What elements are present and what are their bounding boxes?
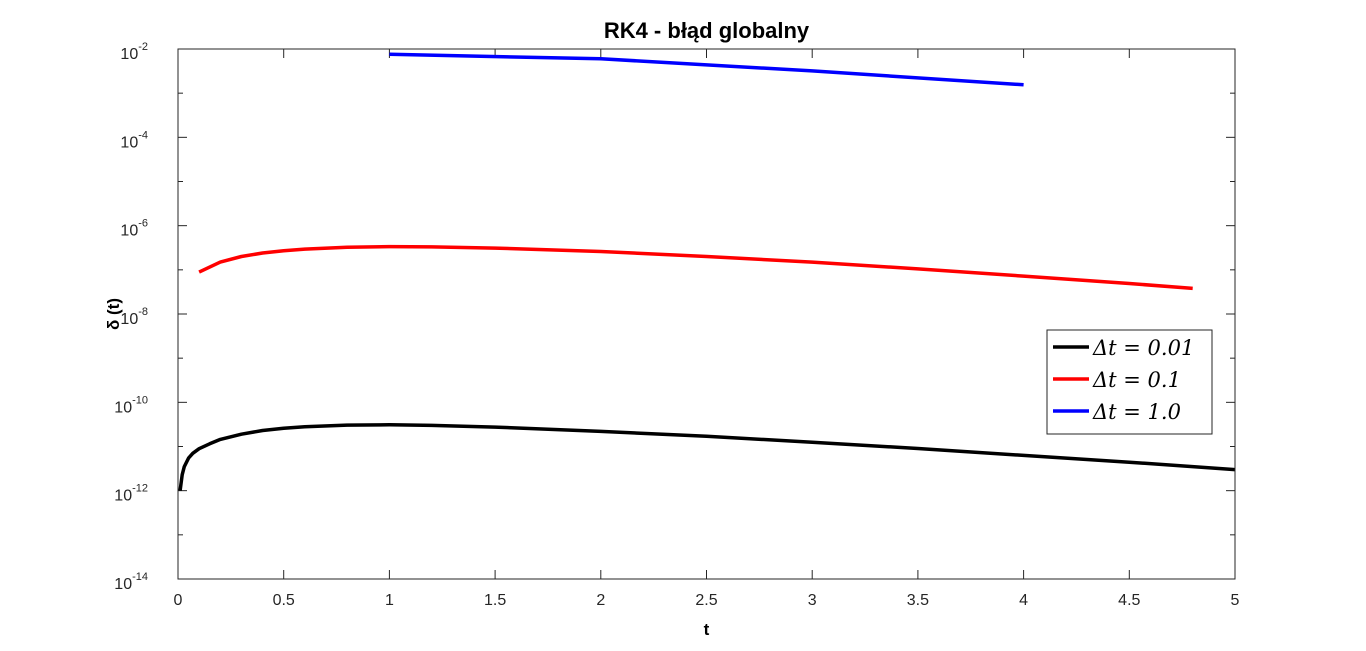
legend-label-0: Δt = 0.01 (1092, 336, 1194, 360)
series-line-2 (389, 52, 1024, 87)
y-tick-base: 10 (114, 576, 132, 593)
y-tick-label: 10-4 (120, 129, 148, 151)
y-tick-exponent: -2 (138, 41, 148, 53)
x-tick-label: 4 (1019, 592, 1028, 609)
series-layer (178, 52, 1236, 491)
y-tick-base: 10 (120, 311, 138, 328)
y-tick-base: 10 (120, 134, 138, 151)
plot-area (178, 49, 1235, 579)
legend-label-2: Δt = 1.0 (1092, 400, 1181, 424)
y-tick-exponent: -4 (138, 129, 148, 141)
y-tick-base: 10 (114, 399, 132, 416)
y-tick-base: 10 (120, 223, 138, 240)
x-tick-label: 1.5 (484, 592, 506, 609)
y-tick-exponent: -6 (138, 218, 148, 230)
x-tick-label: 3 (808, 592, 817, 609)
x-tick-label: 5 (1231, 592, 1240, 609)
x-tick-label: 1 (385, 592, 394, 609)
x-tick-label: 0 (174, 592, 183, 609)
series-line-1 (198, 244, 1193, 291)
y-tick-exponent: -12 (132, 483, 148, 495)
y-tick-label: 10-12 (114, 483, 148, 505)
x-tick-label: 2.5 (695, 592, 717, 609)
y-tick-exponent: -14 (132, 571, 148, 583)
y-axis-label: δ (t) (104, 298, 123, 330)
y-tick-label: 10-10 (114, 394, 148, 416)
x-axis-label: t (704, 620, 710, 639)
series-line-0 (178, 423, 1236, 491)
x-tick-label: 0.5 (273, 592, 295, 609)
ticks-layer: 0 0.5 1 1.5 2 2.5 3 3.5 4 4.5 510-210-410-610-810-… (114, 41, 1239, 609)
x-tick-label: 3.5 (907, 592, 929, 609)
x-tick-label: 4.5 (1118, 592, 1140, 609)
chart-title: RK4 - błąd globalny (604, 18, 810, 43)
axes-box (177, 48, 1236, 580)
y-tick-base: 10 (114, 488, 132, 505)
y-tick-base: 10 (120, 46, 138, 63)
y-tick-label: 10-14 (114, 571, 148, 593)
y-tick-exponent: -8 (138, 306, 148, 318)
y-tick-label: 10-8 (120, 306, 148, 328)
y-tick-label: 10-6 (120, 218, 148, 240)
y-tick-label: 10-2 (120, 41, 148, 63)
x-tick-label: 2 (596, 592, 605, 609)
y-tick-exponent: -10 (132, 394, 148, 406)
legend: Δt = 0.01 Δt = 0.1 Δt = 1.0 (1046, 329, 1213, 435)
legend-label-1: Δt = 0.1 (1092, 368, 1181, 392)
